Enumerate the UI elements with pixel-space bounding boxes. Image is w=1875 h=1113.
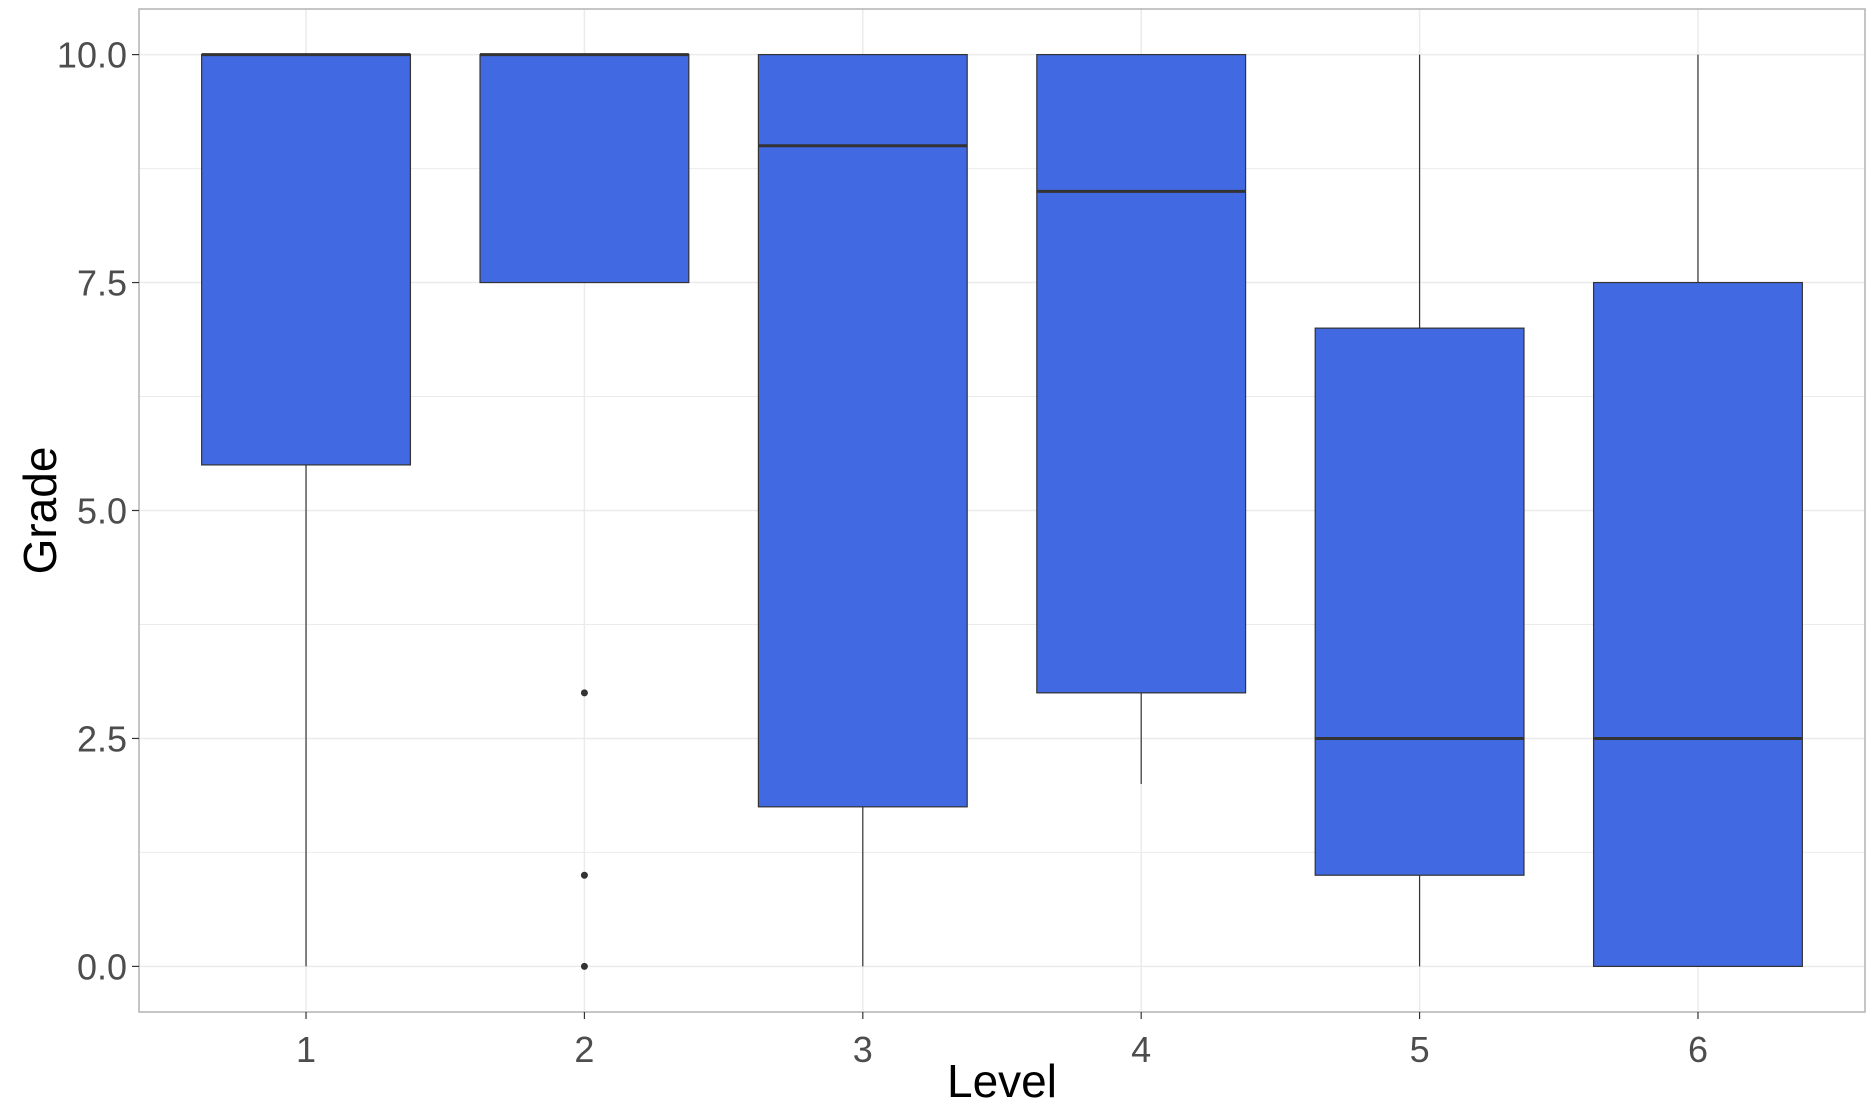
x-tick-label: 5 xyxy=(1410,1029,1430,1070)
box-group-level-6 xyxy=(1592,54,1803,968)
y-tick-label: 7.5 xyxy=(77,263,127,304)
x-tick-label: 2 xyxy=(574,1029,594,1070)
y-tick-label: 10.0 xyxy=(57,35,127,76)
box-group-level-1 xyxy=(201,53,412,967)
outlier-point xyxy=(580,871,588,879)
box xyxy=(201,53,412,466)
outlier-point xyxy=(580,962,588,970)
box-group-level-2 xyxy=(479,53,690,970)
x-tick-label: 4 xyxy=(1131,1029,1151,1070)
outlier-point xyxy=(580,689,588,697)
x-axis-title: Level xyxy=(947,1055,1057,1107)
box xyxy=(1036,53,1247,694)
y-tick-label: 5.0 xyxy=(77,491,127,532)
x-tick-label: 6 xyxy=(1688,1029,1708,1070)
x-tick-label: 1 xyxy=(296,1029,316,1070)
x-tick-label: 3 xyxy=(853,1029,873,1070)
boxes-layer xyxy=(201,53,1803,970)
y-tick-label: 0.0 xyxy=(77,946,127,987)
y-axis: 0.0 2.5 5.0 7.5 10.0 xyxy=(57,35,139,987)
y-tick-label: 2.5 xyxy=(77,718,127,759)
x-axis: 1 2 3 4 5 6 xyxy=(296,1012,1708,1070)
box xyxy=(479,53,690,284)
box-group-level-5 xyxy=(1314,54,1525,967)
y-axis-title: Grade xyxy=(14,447,66,575)
box xyxy=(1592,281,1803,968)
box-group-level-3 xyxy=(757,53,968,967)
box-group-level-4 xyxy=(1036,53,1247,785)
box xyxy=(757,53,968,808)
box xyxy=(1314,327,1525,876)
